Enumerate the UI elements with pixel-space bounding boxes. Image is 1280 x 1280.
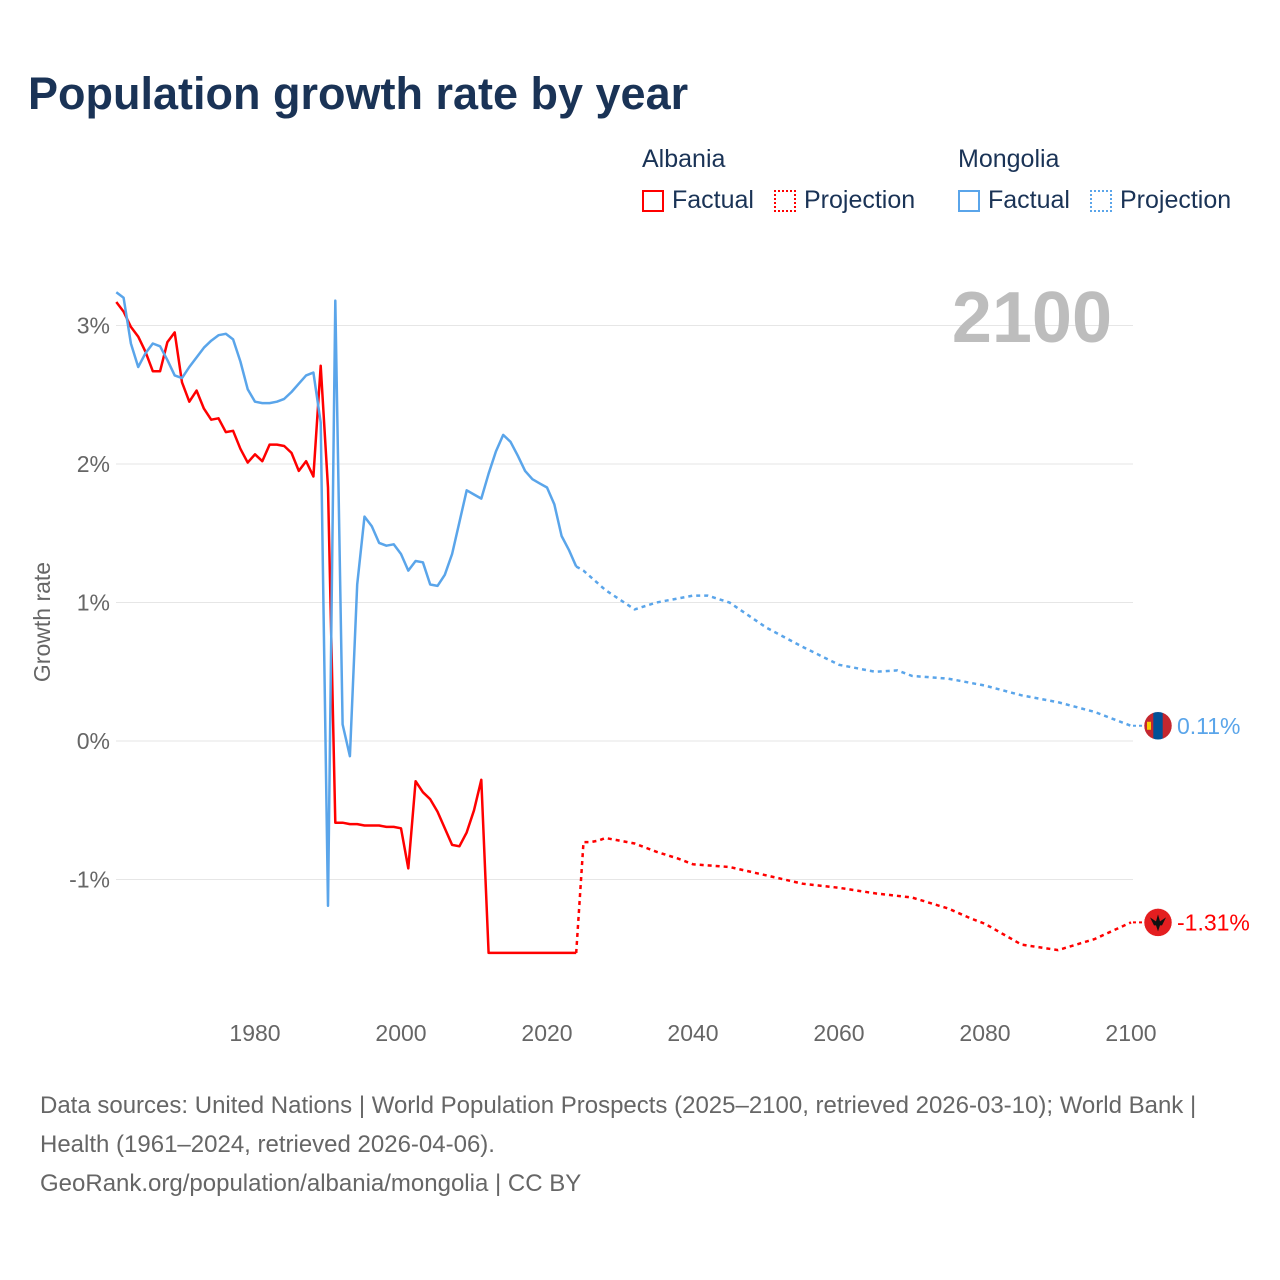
mongolia-flag-icon bbox=[1143, 711, 1173, 741]
albania-factual-line bbox=[115, 301, 577, 955]
y-axis-label: Growth rate bbox=[29, 562, 55, 682]
x-tick-label: 2080 bbox=[959, 1020, 1010, 1046]
legend-albania: Factual Projection bbox=[642, 186, 935, 215]
legend-mongolia: Factual Projection bbox=[958, 186, 1251, 215]
solid-swatch-icon bbox=[958, 189, 980, 212]
legend-label: Factual bbox=[672, 186, 754, 214]
y-tick-label: -1% bbox=[69, 867, 110, 893]
legend-item-mongolia-projection[interactable]: Projection bbox=[1089, 186, 1232, 215]
mongolia-factual-line bbox=[115, 291, 578, 908]
attribution-link[interactable]: GeoRank.org/population/albania/mongolia … bbox=[40, 1170, 582, 1197]
legend-item-albania-factual[interactable]: Factual bbox=[642, 186, 754, 215]
line-chart: -1%0%1%2%3%1980 2000 2020 2040 2060 2080 2100 … bbox=[29, 278, 1250, 1046]
legend-group-albania: Albania bbox=[642, 145, 726, 173]
legend-label: Factual bbox=[988, 186, 1070, 214]
year-watermark: 2100 bbox=[952, 278, 1112, 358]
albania-end-label: -1.31% bbox=[1177, 909, 1250, 935]
y-tick-label: 2% bbox=[77, 451, 110, 477]
x-tick-label: 1980 bbox=[229, 1020, 280, 1046]
mongolia-end-label: 0.11% bbox=[1177, 713, 1241, 739]
legend-group-mongolia: Mongolia bbox=[958, 145, 1060, 173]
legend-item-mongolia-factual[interactable]: Factual bbox=[958, 186, 1070, 215]
legend-label: Projection bbox=[803, 186, 916, 214]
x-tick-label: 2060 bbox=[813, 1020, 864, 1046]
albania-projection-line bbox=[574, 836, 1132, 953]
footer: Data sources: United Nations | World Pop… bbox=[40, 1086, 1240, 1203]
y-tick-label: 3% bbox=[77, 313, 110, 339]
legend-label: Projection bbox=[1119, 186, 1232, 214]
dotted-swatch-icon bbox=[773, 189, 796, 212]
x-tick-label: 2100 bbox=[1105, 1020, 1156, 1046]
dotted-swatch-icon bbox=[1089, 189, 1112, 212]
albania-flag-icon bbox=[1143, 908, 1173, 937]
x-tick-label: 2040 bbox=[667, 1020, 718, 1046]
y-tick-label: 1% bbox=[77, 590, 110, 616]
chart-title: Population growth rate by year bbox=[28, 68, 689, 119]
y-tick-label: 0% bbox=[77, 728, 110, 754]
mongolia-projection-line bbox=[575, 565, 1132, 727]
x-tick-label: 2000 bbox=[375, 1020, 426, 1046]
x-tick-label: 2020 bbox=[521, 1020, 572, 1046]
data-sources: Data sources: United Nations | World Pop… bbox=[40, 1092, 1197, 1158]
legend-item-albania-projection[interactable]: Projection bbox=[773, 186, 916, 215]
solid-swatch-icon bbox=[642, 189, 664, 212]
